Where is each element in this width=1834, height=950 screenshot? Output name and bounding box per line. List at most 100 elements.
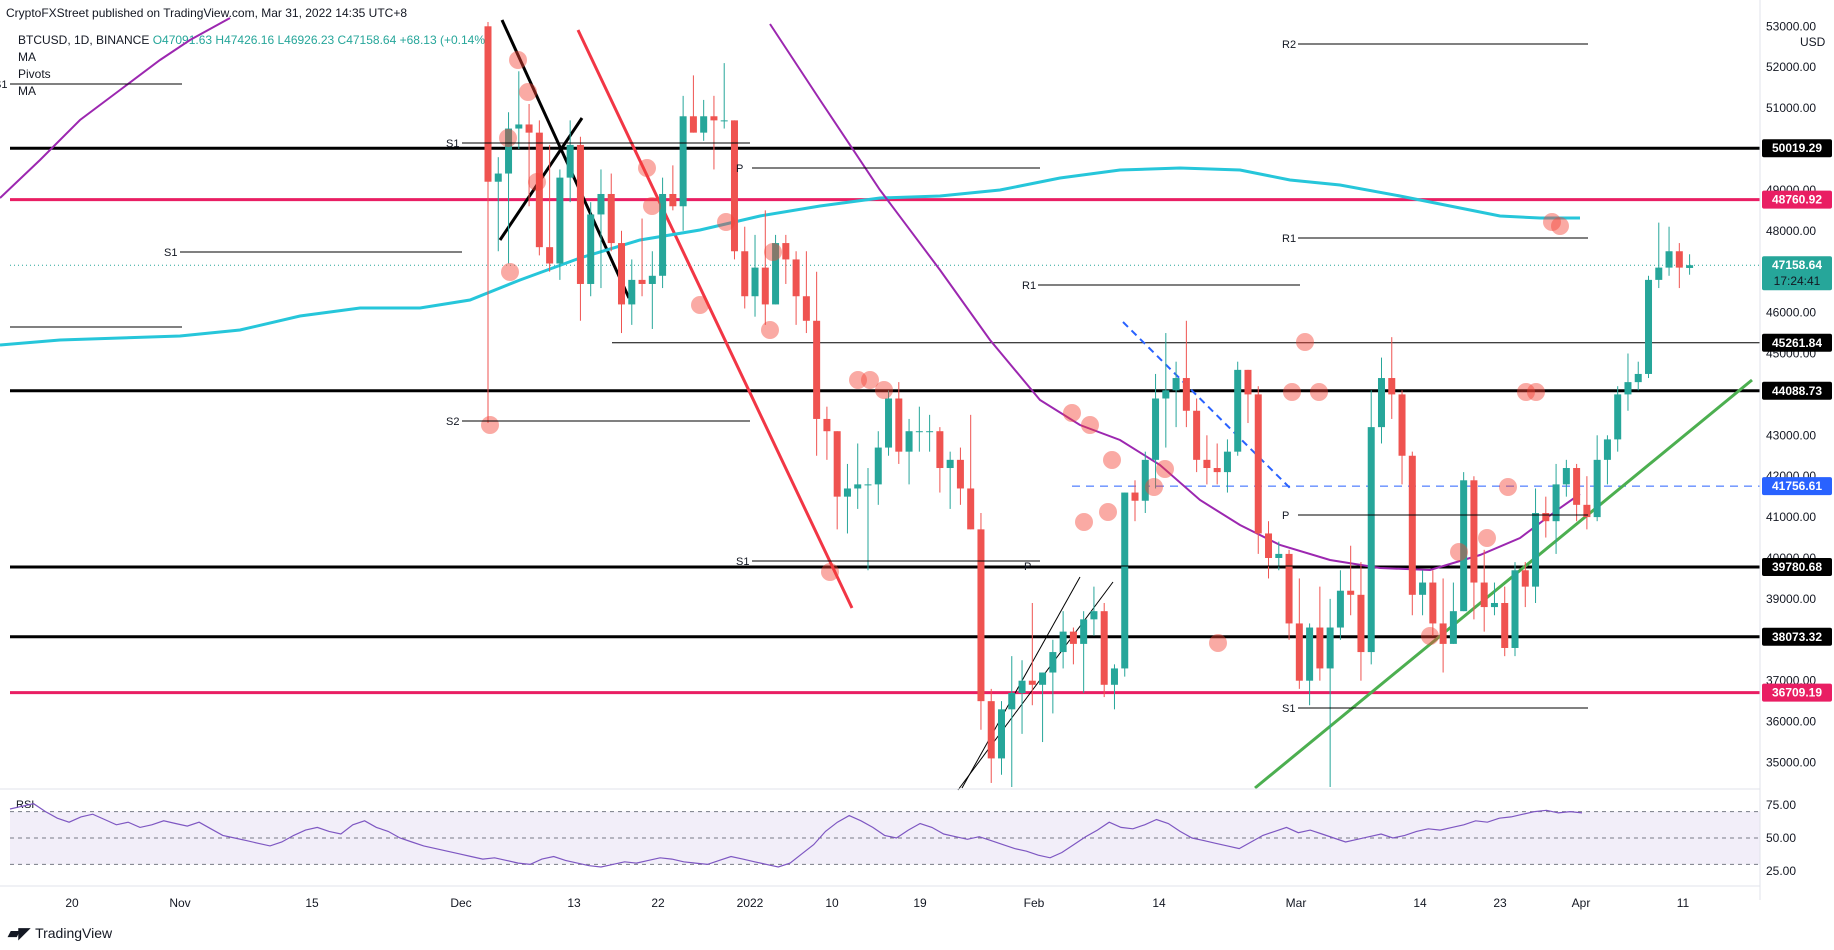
candle-body <box>525 124 533 133</box>
candle-body <box>1326 627 1334 669</box>
candle-body <box>669 193 677 207</box>
indicator-ma-1[interactable]: MA <box>18 50 36 64</box>
touch-marker <box>1296 333 1314 351</box>
date-tick-label: 13 <box>567 896 581 910</box>
price-tick-label: 48000.00 <box>1766 224 1816 238</box>
candle-body <box>946 459 954 469</box>
currency-label: USD <box>1800 35 1826 49</box>
touch-marker <box>1551 217 1569 235</box>
candle-body <box>1347 590 1355 595</box>
touch-marker <box>528 173 546 191</box>
candle-body <box>1521 570 1529 587</box>
date-tick-label: 14 <box>1152 896 1166 910</box>
touch-marker <box>1543 213 1561 231</box>
touch-marker <box>1421 627 1439 645</box>
candle-body <box>720 120 728 122</box>
ohlc-values: O47091.63 H47426.16 L46926.23 C47158.64 … <box>152 33 489 47</box>
candle-body <box>484 26 492 182</box>
candle-body <box>597 193 605 215</box>
candle-body <box>905 431 913 452</box>
candle-body <box>895 398 903 452</box>
price-tick-label: 52000.00 <box>1766 60 1816 74</box>
candle-body <box>535 132 543 248</box>
touch-marker <box>501 263 519 281</box>
tradingview-logo-icon: ▰◤ <box>8 925 30 942</box>
candle-body <box>1470 480 1478 583</box>
touch-marker <box>638 159 656 177</box>
candle-body <box>1511 570 1519 648</box>
level-price-text: 39780.68 <box>1772 560 1822 574</box>
candle-body <box>1223 451 1231 473</box>
date-tick-label: Nov <box>169 896 190 910</box>
candle-body <box>1049 652 1057 673</box>
pivot-label: P <box>736 163 743 175</box>
indicator-pivots[interactable]: Pivots <box>18 67 51 81</box>
candle-body <box>1542 513 1550 522</box>
rsi-tick-label: 25.00 <box>1766 864 1796 878</box>
candle-body <box>1593 459 1601 518</box>
candle-body <box>1152 398 1160 460</box>
candle-body <box>1203 459 1211 469</box>
pivot-label: S1 <box>0 79 7 91</box>
last-price-text: 47158.64 <box>1772 258 1822 272</box>
candle-body <box>998 709 1005 759</box>
candle-body <box>1357 594 1365 653</box>
candle-body <box>1429 582 1437 624</box>
candle-body <box>1490 602 1498 608</box>
candle-body <box>813 320 821 419</box>
touch-marker <box>849 371 867 389</box>
drawing-layer <box>498 19 1753 791</box>
price-tick-label: 36000.00 <box>1766 715 1816 729</box>
candle-body <box>1018 680 1026 693</box>
candle-body <box>1121 492 1129 669</box>
candle-body <box>1069 631 1077 644</box>
trendline-green-support <box>1254 378 1753 790</box>
candle-body <box>772 243 780 305</box>
candle-body <box>1377 378 1385 428</box>
candle-body <box>556 177 564 264</box>
level-price-text: 41756.61 <box>1772 479 1822 493</box>
touch-marker <box>509 51 527 69</box>
candle-body <box>864 484 872 486</box>
touch-marker <box>1103 451 1121 469</box>
candle-body <box>1655 267 1663 280</box>
rsi-tick-label: 75.00 <box>1766 798 1796 812</box>
candle-body <box>915 431 923 433</box>
candle-body <box>1080 619 1088 644</box>
candle-body <box>587 214 595 284</box>
candle-body <box>710 116 718 121</box>
candle-body <box>1316 627 1324 669</box>
touch-marker <box>1081 416 1099 434</box>
touch-marker <box>861 371 879 389</box>
candle-body <box>1480 582 1488 608</box>
touch-marker <box>764 243 782 261</box>
candle-body <box>700 116 708 133</box>
pivot-label: S1 <box>736 556 749 568</box>
candle-body <box>1614 394 1622 440</box>
candle-body <box>1285 553 1293 624</box>
channel-lower <box>957 581 1114 791</box>
candle-body <box>648 275 656 284</box>
candle-body <box>843 488 851 497</box>
tradingview-brand[interactable]: ▰◤ TradingView <box>8 924 112 942</box>
candle-body <box>494 173 502 182</box>
symbol-label[interactable]: BTCUSD, 1D, BINANCE <box>18 33 150 47</box>
price-tick-label: 43000.00 <box>1766 428 1816 442</box>
candle-body <box>638 279 646 284</box>
candle-body <box>967 488 975 530</box>
price-tick-label: 53000.00 <box>1766 19 1816 33</box>
touch-marker <box>1310 383 1328 401</box>
indicator-ma-2[interactable]: MA <box>18 84 36 98</box>
date-tick-label: 19 <box>913 896 927 910</box>
candle-body <box>1675 251 1683 268</box>
candle-body <box>854 484 862 489</box>
candle-body <box>1265 533 1273 558</box>
price-tick-label: 46000.00 <box>1766 306 1816 320</box>
candle-body <box>566 144 574 178</box>
candle-body <box>689 116 697 133</box>
candle-body <box>1090 611 1098 620</box>
candle-body <box>679 116 687 207</box>
candle-body <box>1603 439 1611 460</box>
price-tick-label: 35000.00 <box>1766 756 1816 770</box>
